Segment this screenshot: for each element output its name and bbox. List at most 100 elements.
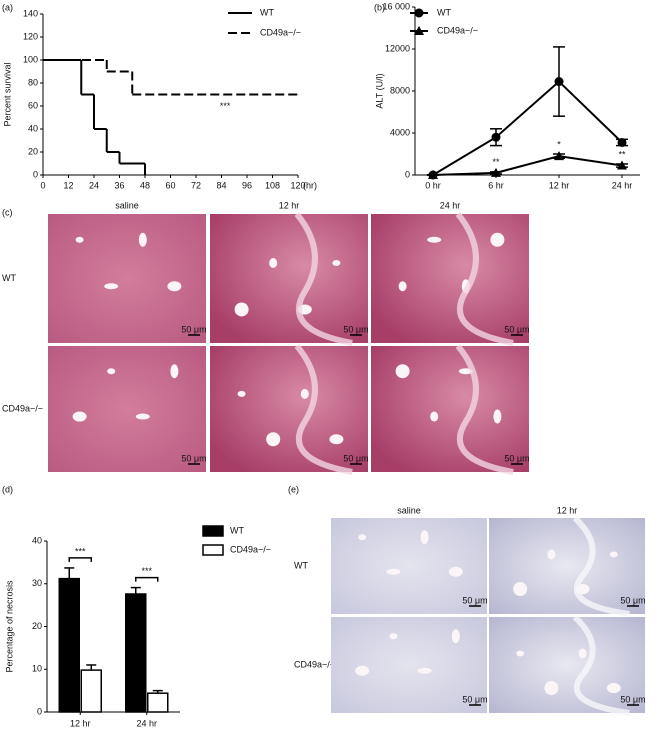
column-header: saline — [115, 200, 139, 210]
vessel — [138, 232, 147, 247]
lesion — [572, 614, 630, 716]
micrograph — [331, 518, 487, 614]
vessel — [395, 364, 410, 379]
scale-bar-label: 50 μm — [620, 595, 645, 605]
vessel — [606, 683, 621, 694]
y-tick-label: 140 — [23, 8, 38, 18]
y-tick-label: 16 000 — [382, 1, 410, 11]
column-header: saline — [397, 505, 421, 515]
data-point — [491, 167, 501, 177]
scale-bar-label: 50 μm — [462, 595, 487, 605]
vessel — [448, 566, 463, 577]
scale-bar-label: 50 μm — [181, 324, 206, 334]
x-tick-label: 120 — [290, 180, 305, 190]
panel-label: (a) — [2, 2, 13, 12]
data-point — [491, 132, 501, 142]
legend-marker — [414, 26, 424, 35]
vessel — [269, 258, 278, 269]
vessel — [578, 648, 587, 659]
row-label: WT — [294, 560, 308, 570]
vessel — [513, 582, 528, 597]
x-tick-label: 0 hr — [425, 180, 441, 190]
vessel — [398, 281, 407, 292]
legend-swatch — [202, 544, 224, 556]
y-tick-label: 120 — [23, 31, 38, 41]
legend-marker — [414, 8, 424, 18]
legend-label: WT — [230, 525, 244, 535]
bar — [58, 577, 80, 713]
legend-label: CD49a−/− — [230, 544, 271, 554]
vessel — [135, 413, 150, 420]
vessel — [451, 629, 460, 644]
significance-label: ** — [492, 157, 500, 167]
y-tick-label: 30 — [32, 578, 42, 588]
bar — [80, 669, 102, 713]
panel-label: (e) — [288, 484, 299, 494]
panel-label: (d) — [2, 484, 13, 494]
x-tick-label: 72 — [191, 180, 201, 190]
scale-bar-label: 50 μm — [343, 324, 368, 334]
row-label: CD49a−/− — [2, 403, 43, 413]
x-tick-label: 36 — [114, 180, 124, 190]
micrograph — [48, 214, 206, 343]
vessel — [332, 260, 341, 267]
data-point — [617, 160, 627, 170]
vessel — [355, 665, 370, 676]
y-tick-label: 0 — [405, 169, 410, 179]
vessel — [493, 409, 502, 424]
scale-bar-label: 50 μm — [462, 694, 487, 704]
lesion — [455, 344, 514, 475]
x-tick-label: 96 — [242, 180, 252, 190]
x-tick-label: 24 hr — [612, 180, 633, 190]
bar — [125, 593, 147, 713]
scale-bar-label: 50 μm — [343, 453, 368, 463]
row-label: WT — [2, 273, 16, 283]
significance-label: *** — [141, 566, 152, 576]
y-tick-label: 12000 — [385, 43, 410, 53]
x-tick-label: 108 — [265, 180, 280, 190]
series-line — [432, 80, 623, 176]
row-label: CD49a−/− — [294, 659, 335, 669]
scale-bar-label: 50 μm — [181, 453, 206, 463]
annotation: *** — [220, 101, 231, 111]
y-tick-label: 40 — [32, 535, 42, 545]
y-tick-label: 60 — [28, 100, 38, 110]
micrograph — [210, 346, 368, 472]
vessel — [386, 568, 401, 575]
y-tick-label: 20 — [32, 621, 42, 631]
x-tick-label: 48 — [140, 180, 150, 190]
x-tick-label: 24 — [89, 180, 99, 190]
vessel — [266, 432, 281, 447]
x-tick-label: 6 hr — [488, 180, 504, 190]
vessel — [358, 534, 367, 541]
y-tick-label: 0 — [33, 169, 38, 179]
x-tick-label: 12 — [63, 180, 73, 190]
scale-bar-label: 50 μm — [620, 694, 645, 704]
scale-bar-label: 50 μm — [504, 324, 529, 334]
legend-label: CD49a−/− — [437, 25, 478, 35]
lesion — [455, 212, 514, 346]
vessel — [107, 368, 116, 375]
y-tick-label: 100 — [23, 54, 38, 64]
vessel — [420, 530, 429, 545]
micrograph — [489, 518, 645, 614]
legend-label: WT — [437, 7, 451, 17]
column-header: 24 hr — [440, 200, 461, 210]
lesion — [294, 212, 353, 346]
y-tick-label: 20 — [28, 146, 38, 156]
y-tick-label: 80 — [28, 77, 38, 87]
vessel — [72, 411, 87, 422]
x-tick-label: 24 hr — [136, 718, 157, 728]
y-tick-label: 10 — [32, 664, 42, 674]
x-tick-label: 60 — [165, 180, 175, 190]
x-unit-label: (hr) — [303, 180, 317, 190]
vessel — [75, 236, 84, 243]
column-header: 12 hr — [557, 505, 578, 515]
data-point — [554, 77, 564, 87]
data-point — [554, 151, 564, 161]
y-axis-label: Percentage of necrosis — [4, 580, 14, 673]
vessel — [167, 281, 182, 292]
micrograph — [331, 617, 487, 713]
vessel — [544, 681, 559, 696]
vessel — [516, 650, 525, 657]
